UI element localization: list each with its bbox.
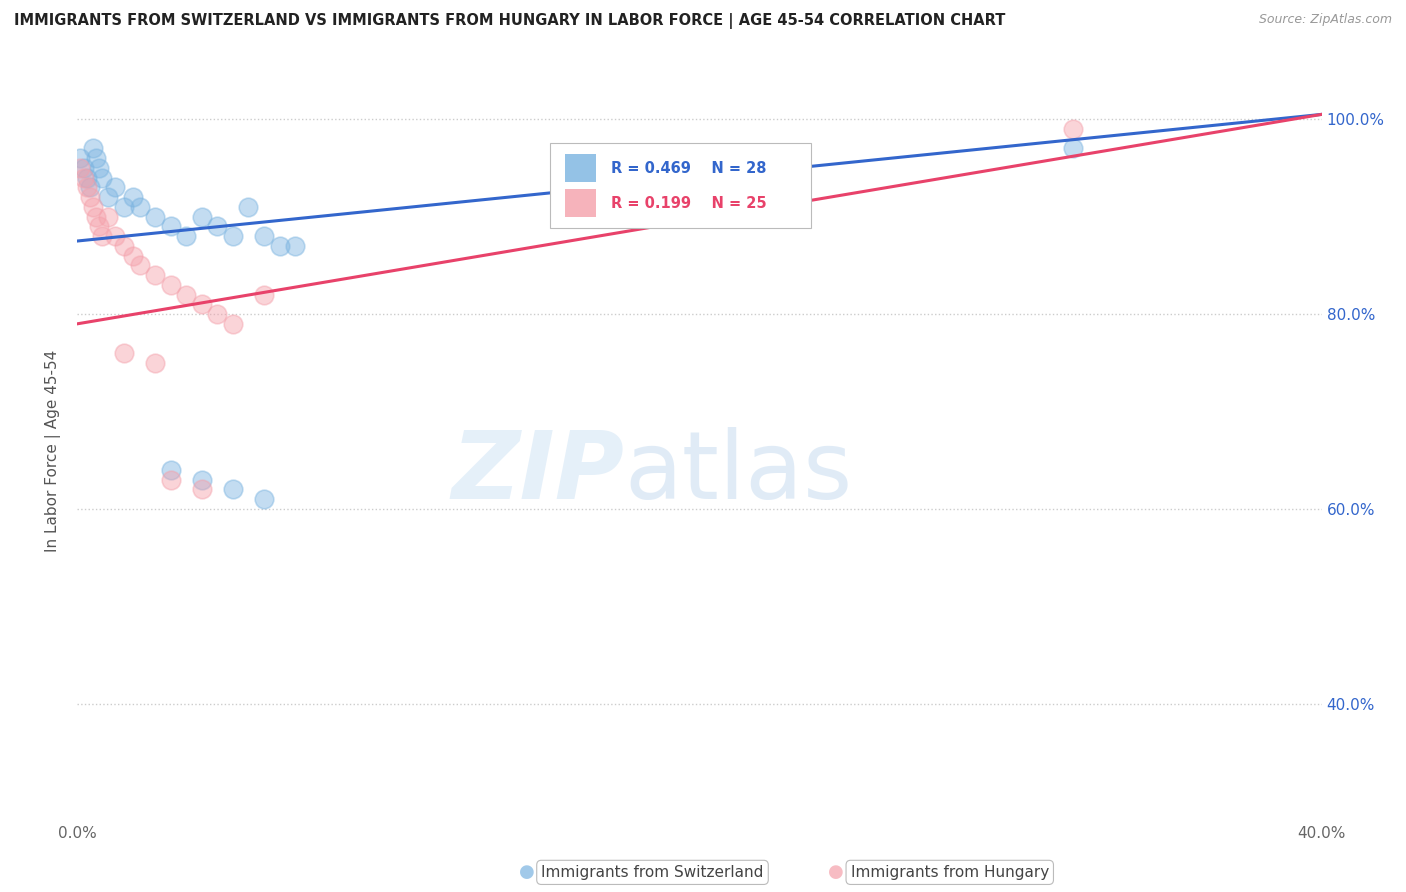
Point xyxy=(159,219,181,234)
Point xyxy=(76,170,98,185)
Point xyxy=(79,180,101,194)
Text: R = 0.199    N = 25: R = 0.199 N = 25 xyxy=(612,195,766,211)
Point xyxy=(174,229,197,244)
Point xyxy=(1062,141,1084,155)
Text: Immigrants from Switzerland: Immigrants from Switzerland xyxy=(541,865,763,880)
Point xyxy=(87,219,110,234)
Point xyxy=(143,268,166,282)
Text: Immigrants from Hungary: Immigrants from Hungary xyxy=(851,865,1049,880)
Point xyxy=(104,229,127,244)
Point xyxy=(1062,122,1084,136)
Point xyxy=(82,141,104,155)
Point xyxy=(238,200,260,214)
Point xyxy=(191,297,214,311)
Text: R = 0.469    N = 28: R = 0.469 N = 28 xyxy=(612,161,766,176)
Text: ●: ● xyxy=(519,863,534,881)
FancyBboxPatch shape xyxy=(550,144,811,228)
Point xyxy=(91,229,114,244)
Text: Source: ZipAtlas.com: Source: ZipAtlas.com xyxy=(1258,13,1392,27)
Point xyxy=(253,492,276,507)
Text: atlas: atlas xyxy=(624,426,853,518)
Bar xyxy=(565,154,596,183)
Point xyxy=(82,200,104,214)
Point xyxy=(112,200,135,214)
Text: ZIP: ZIP xyxy=(451,426,624,518)
Y-axis label: In Labor Force | Age 45-54: In Labor Force | Age 45-54 xyxy=(45,350,62,551)
Point xyxy=(207,219,229,234)
Point xyxy=(191,473,214,487)
Text: IMMIGRANTS FROM SWITZERLAND VS IMMIGRANTS FROM HUNGARY IN LABOR FORCE | AGE 45-5: IMMIGRANTS FROM SWITZERLAND VS IMMIGRANT… xyxy=(14,13,1005,29)
Point xyxy=(91,170,114,185)
Point xyxy=(84,210,107,224)
Point xyxy=(207,307,229,321)
Text: ●: ● xyxy=(828,863,844,881)
Point xyxy=(76,180,98,194)
Point xyxy=(128,200,150,214)
Point xyxy=(128,259,150,273)
Point xyxy=(69,161,91,175)
Point xyxy=(122,249,145,263)
Point xyxy=(174,287,197,301)
Point xyxy=(112,239,135,253)
Point xyxy=(191,483,214,497)
Point xyxy=(159,473,181,487)
Point xyxy=(69,151,91,165)
Point xyxy=(222,483,245,497)
Point xyxy=(222,229,245,244)
Point xyxy=(269,239,291,253)
Point xyxy=(72,170,94,185)
Point xyxy=(87,161,110,175)
Point xyxy=(222,317,245,331)
Point xyxy=(97,210,120,224)
Point xyxy=(143,210,166,224)
Point xyxy=(104,180,127,194)
Point xyxy=(284,239,307,253)
Point xyxy=(159,463,181,477)
Point xyxy=(253,287,276,301)
Point xyxy=(97,190,120,204)
Point xyxy=(159,277,181,292)
Point xyxy=(112,346,135,360)
Point xyxy=(143,356,166,370)
Point xyxy=(253,229,276,244)
Point xyxy=(72,161,94,175)
Point xyxy=(191,210,214,224)
Bar xyxy=(565,189,596,218)
Point xyxy=(122,190,145,204)
Point xyxy=(79,190,101,204)
Point xyxy=(84,151,107,165)
